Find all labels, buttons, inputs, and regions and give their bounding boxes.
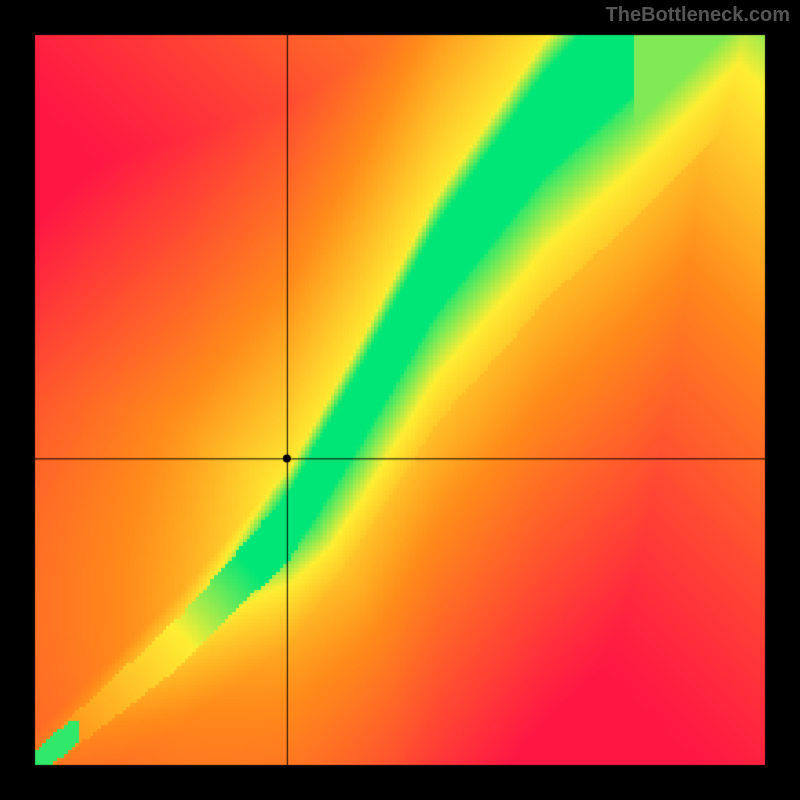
chart-container: TheBottleneck.com bbox=[0, 0, 800, 800]
bottleneck-heatmap bbox=[0, 0, 800, 800]
watermark-text: TheBottleneck.com bbox=[606, 4, 790, 27]
